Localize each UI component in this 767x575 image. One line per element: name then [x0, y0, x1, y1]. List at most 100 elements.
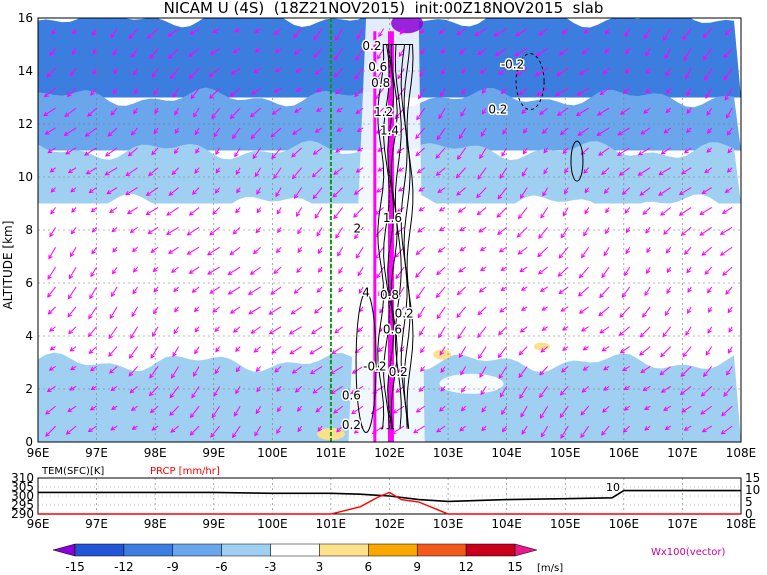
- wind-vector: [456, 306, 467, 318]
- wind-vector-head: [71, 49, 77, 55]
- wind-vector-head: [399, 29, 405, 35]
- wind-vector: [684, 147, 692, 154]
- x-tick-label: 104E: [491, 517, 522, 530]
- wind-vector: [72, 48, 77, 55]
- wind-vector: [172, 87, 180, 98]
- wind-vector-head: [536, 91, 542, 96]
- wind-vector-head: [249, 270, 255, 275]
- wind-vector-head: [522, 128, 528, 134]
- wind-vector-head: [311, 172, 317, 178]
- wind-vector: [153, 127, 159, 134]
- wind-vector-head: [87, 112, 92, 117]
- wind-vector-head: [538, 31, 544, 36]
- wind-vector: [275, 187, 282, 197]
- wind-vector: [498, 346, 508, 358]
- wind-vector-head: [336, 107, 342, 113]
- wind-vector-head: [174, 129, 180, 135]
- wind-vector: [43, 107, 56, 116]
- wind-vector: [294, 107, 302, 113]
- wind-vector: [296, 207, 303, 217]
- wind-vector: [70, 187, 77, 193]
- wind-vector-head: [663, 230, 668, 235]
- y-axis: 0 2 4 6 8 10 12 14 16: [18, 11, 33, 449]
- wind-vector-head: [255, 228, 261, 234]
- wind-vector-head: [619, 110, 625, 115]
- wind-vector-head: [130, 406, 136, 411]
- wind-vector-head: [557, 272, 563, 277]
- wind-vector: [685, 68, 692, 79]
- wind-vector-head: [456, 155, 462, 160]
- wind-vector-head: [559, 413, 565, 419]
- wind-vector-head: [519, 328, 525, 333]
- wind-vector-head: [50, 187, 56, 193]
- wind-vector: [417, 226, 425, 233]
- wind-vector-head: [721, 209, 727, 214]
- wind-vector-head: [211, 413, 217, 419]
- wind-vector: [51, 28, 56, 35]
- wind-vector: [659, 167, 671, 176]
- wind-vector-head: [723, 75, 729, 81]
- wind-vector-head: [642, 386, 648, 391]
- wind-vector: [501, 286, 507, 291]
- wind-vector: [482, 107, 487, 115]
- wind-vector: [111, 385, 118, 391]
- colorbar-label: -15: [65, 560, 85, 574]
- wind-vector-head: [189, 413, 195, 419]
- wind-vector: [355, 48, 364, 61]
- wind-vector-head: [601, 430, 606, 436]
- wind-vector-head: [215, 168, 221, 174]
- wind-vector-head: [149, 54, 154, 60]
- wind-vector-head: [377, 347, 383, 353]
- wind-vector-head: [518, 90, 524, 96]
- contour-label: -0.2: [363, 359, 386, 373]
- wind-vector-head: [621, 366, 627, 372]
- wind-vector: [376, 266, 385, 279]
- wind-vector: [439, 28, 446, 34]
- wind-vector: [194, 306, 200, 312]
- x-tick-label: 106E: [609, 446, 640, 460]
- wind-vector: [109, 366, 118, 374]
- wind-vector-head: [186, 250, 192, 255]
- wind-vector: [47, 266, 56, 280]
- wind-vector: [50, 207, 56, 214]
- wind-vector: [617, 147, 630, 156]
- wind-vector-head: [663, 406, 668, 411]
- wind-vector-head: [625, 249, 630, 255]
- wind-vector-head: [480, 69, 485, 75]
- wind-vector-head: [683, 426, 689, 431]
- wind-vector: [706, 107, 713, 116]
- y-tick-label-right: 0: [745, 507, 753, 521]
- wind-vector: [274, 87, 282, 93]
- wind-vector: [171, 366, 180, 379]
- wind-vector: [660, 346, 672, 357]
- wind-vector-head: [435, 293, 441, 298]
- wind-vector: [658, 187, 671, 196]
- wind-vector-head: [437, 188, 443, 194]
- wind-vector-head: [578, 273, 584, 279]
- wind-vector-head: [663, 129, 669, 134]
- wind-vector: [478, 346, 487, 359]
- wind-vector-head: [701, 251, 707, 256]
- wind-vector-head: [437, 248, 443, 253]
- wind-vector: [601, 425, 610, 436]
- wind-vector: [640, 127, 651, 135]
- wind-vector-head: [639, 191, 645, 196]
- wind-vector: [518, 366, 528, 378]
- wind-vector: [70, 346, 77, 352]
- wind-vector: [88, 425, 97, 432]
- wind-vector-head: [193, 371, 198, 377]
- wind-vector: [501, 266, 507, 271]
- wind-vector: [48, 246, 57, 259]
- wind-vector: [494, 28, 507, 37]
- wind-vector-head: [297, 427, 302, 433]
- wind-vector-head: [481, 109, 487, 115]
- wind-vector: [666, 286, 672, 294]
- wind-vector: [664, 127, 672, 134]
- y-tick-label-left: 295: [11, 498, 34, 512]
- wind-vector-head: [438, 207, 444, 212]
- wind-vector-head: [666, 268, 672, 274]
- wind-vector: [418, 187, 425, 192]
- wind-vector: [132, 286, 139, 294]
- wind-vector: [560, 425, 569, 439]
- wind-vector: [727, 147, 733, 153]
